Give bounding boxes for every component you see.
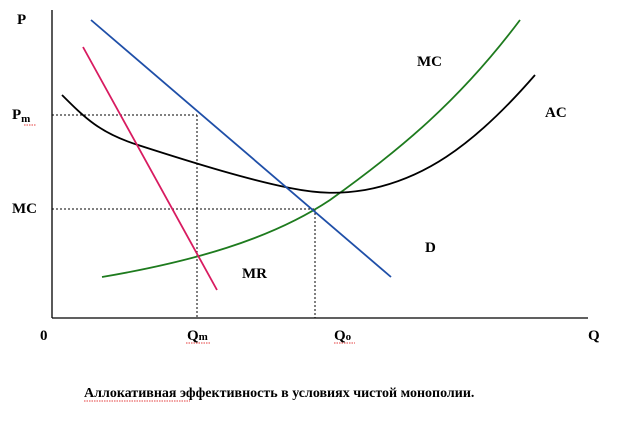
qm-label: Qm bbox=[187, 328, 208, 344]
caption: Аллокативная эффективность в условиях чи… bbox=[84, 386, 474, 401]
qm-subscript: m bbox=[199, 331, 208, 343]
x-axis-label: Q bbox=[588, 328, 600, 344]
mr-curve bbox=[82, 46, 218, 291]
ac-curve bbox=[61, 74, 536, 194]
qo-subscript: o bbox=[346, 331, 352, 343]
mr-curve-label: MR bbox=[242, 266, 267, 282]
demand-curve bbox=[90, 19, 392, 278]
ac-curve-label: AC bbox=[545, 105, 567, 121]
qo-label: Qo bbox=[334, 328, 352, 344]
pm-subscript: m bbox=[21, 113, 30, 125]
mc-curve bbox=[101, 19, 521, 278]
d-curve-label: D bbox=[425, 240, 436, 256]
mc-tick-label: MC bbox=[12, 201, 37, 217]
pm-label: Pm bbox=[12, 107, 30, 125]
y-axis-label: P bbox=[17, 12, 26, 28]
origin-label: 0 bbox=[40, 328, 48, 344]
mc-curve-label: MC bbox=[417, 54, 442, 70]
